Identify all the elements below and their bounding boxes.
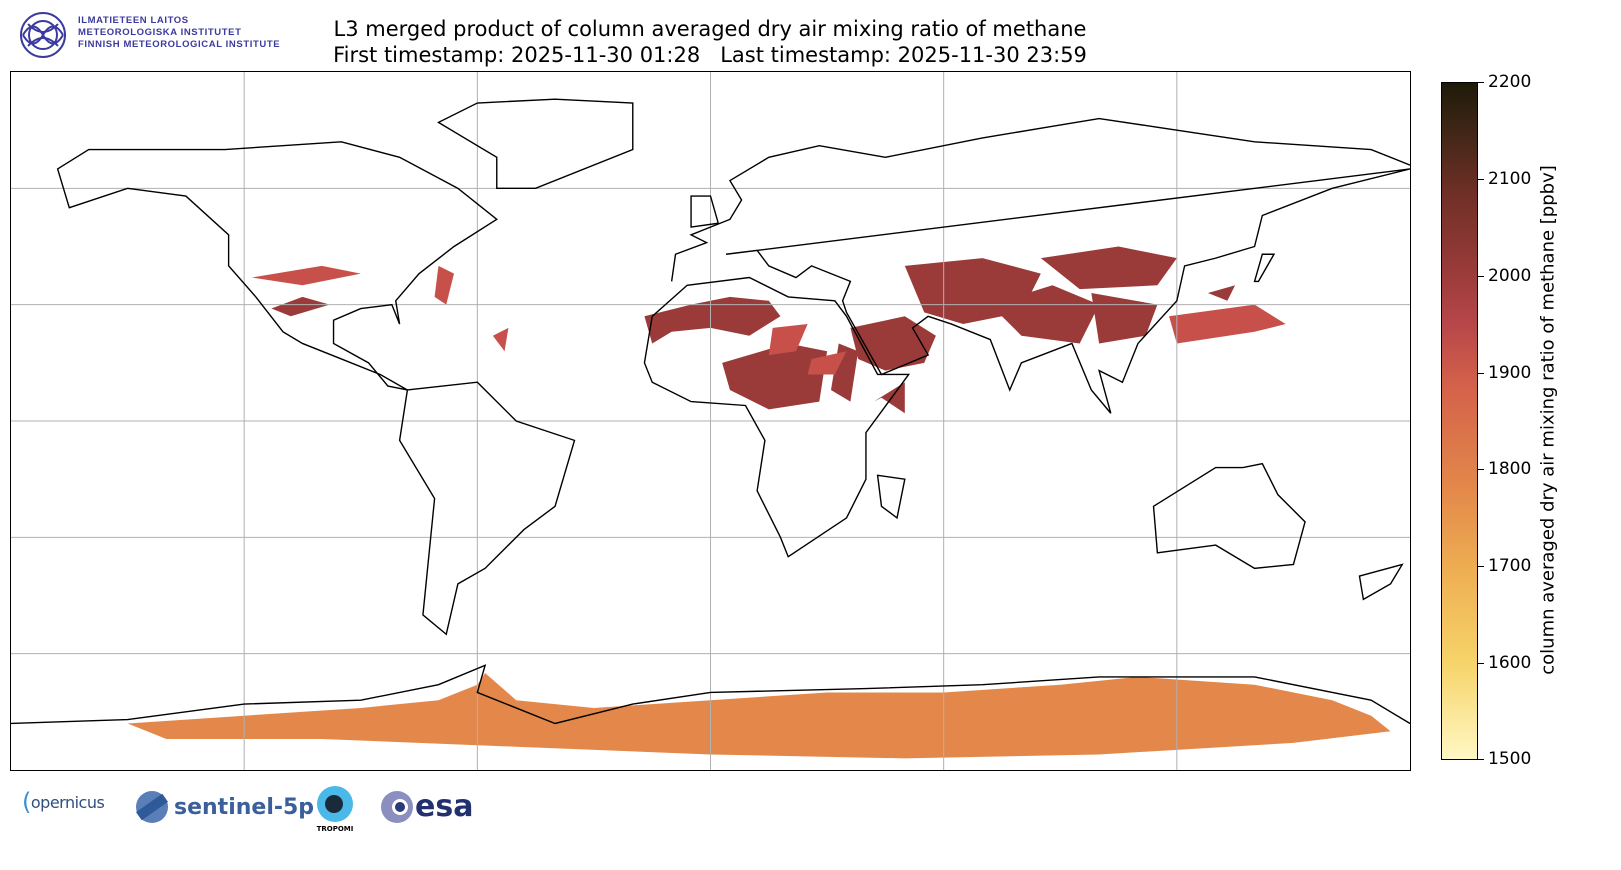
tropomi-text: TROPOMI xyxy=(316,825,354,833)
tick-label: 1800 xyxy=(1488,459,1532,479)
esa-text: esa xyxy=(415,789,474,824)
institute-name: ILMATIETEEN LAITOS METEOROLOGISKA INSTIT… xyxy=(78,15,280,51)
tropomi-logo: TROPOMI xyxy=(315,785,355,833)
sentinel-logo: sentinel-5p xyxy=(132,788,314,826)
tick-mark xyxy=(1478,566,1484,567)
methane-data xyxy=(127,246,1391,759)
tick-label: 1500 xyxy=(1488,749,1532,769)
esa-icon xyxy=(381,791,413,823)
tick-mark xyxy=(1478,276,1484,277)
institute-line: METEOROLOGISKA INSTITUTET xyxy=(78,27,242,38)
title-line2: First timestamp: 2025-11-30 01:28 Last t… xyxy=(333,43,1087,67)
colorbar xyxy=(1441,82,1478,760)
tick-label: 1700 xyxy=(1488,556,1532,576)
tropomi-icon xyxy=(317,786,353,822)
tick-mark xyxy=(1478,179,1484,180)
copernicus-logo: (opernicus xyxy=(22,788,105,816)
tick-label: 2000 xyxy=(1488,266,1532,286)
tick-mark xyxy=(1478,663,1484,664)
colorbar-label: column averaged dry air mixing ratio of … xyxy=(1537,165,1559,675)
tick-mark xyxy=(1478,759,1484,760)
tick-label: 1600 xyxy=(1488,653,1532,673)
graticule xyxy=(11,72,1410,770)
tick-mark xyxy=(1478,469,1484,470)
coastlines xyxy=(11,99,1410,723)
plot-title: L3 merged product of column averaged dry… xyxy=(300,16,1120,68)
institute-line: FINNISH METEOROLOGICAL INSTITUTE xyxy=(78,39,281,50)
sentinel-text: sentinel-5p xyxy=(174,794,315,820)
tick-mark xyxy=(1478,82,1484,83)
tick-label: 1900 xyxy=(1488,363,1532,383)
satellite-icon xyxy=(136,791,168,823)
institute-line: ILMATIETEEN LAITOS xyxy=(78,15,189,26)
title-line1: L3 merged product of column averaged dry… xyxy=(333,17,1087,41)
tick-label: 2200 xyxy=(1488,72,1532,92)
copernicus-text: opernicus xyxy=(30,793,105,812)
tick-mark xyxy=(1478,373,1484,374)
world-map[interactable] xyxy=(10,71,1411,771)
esa-logo: esa xyxy=(380,790,473,824)
tick-label: 2100 xyxy=(1488,169,1532,189)
fmi-logo xyxy=(18,10,68,64)
